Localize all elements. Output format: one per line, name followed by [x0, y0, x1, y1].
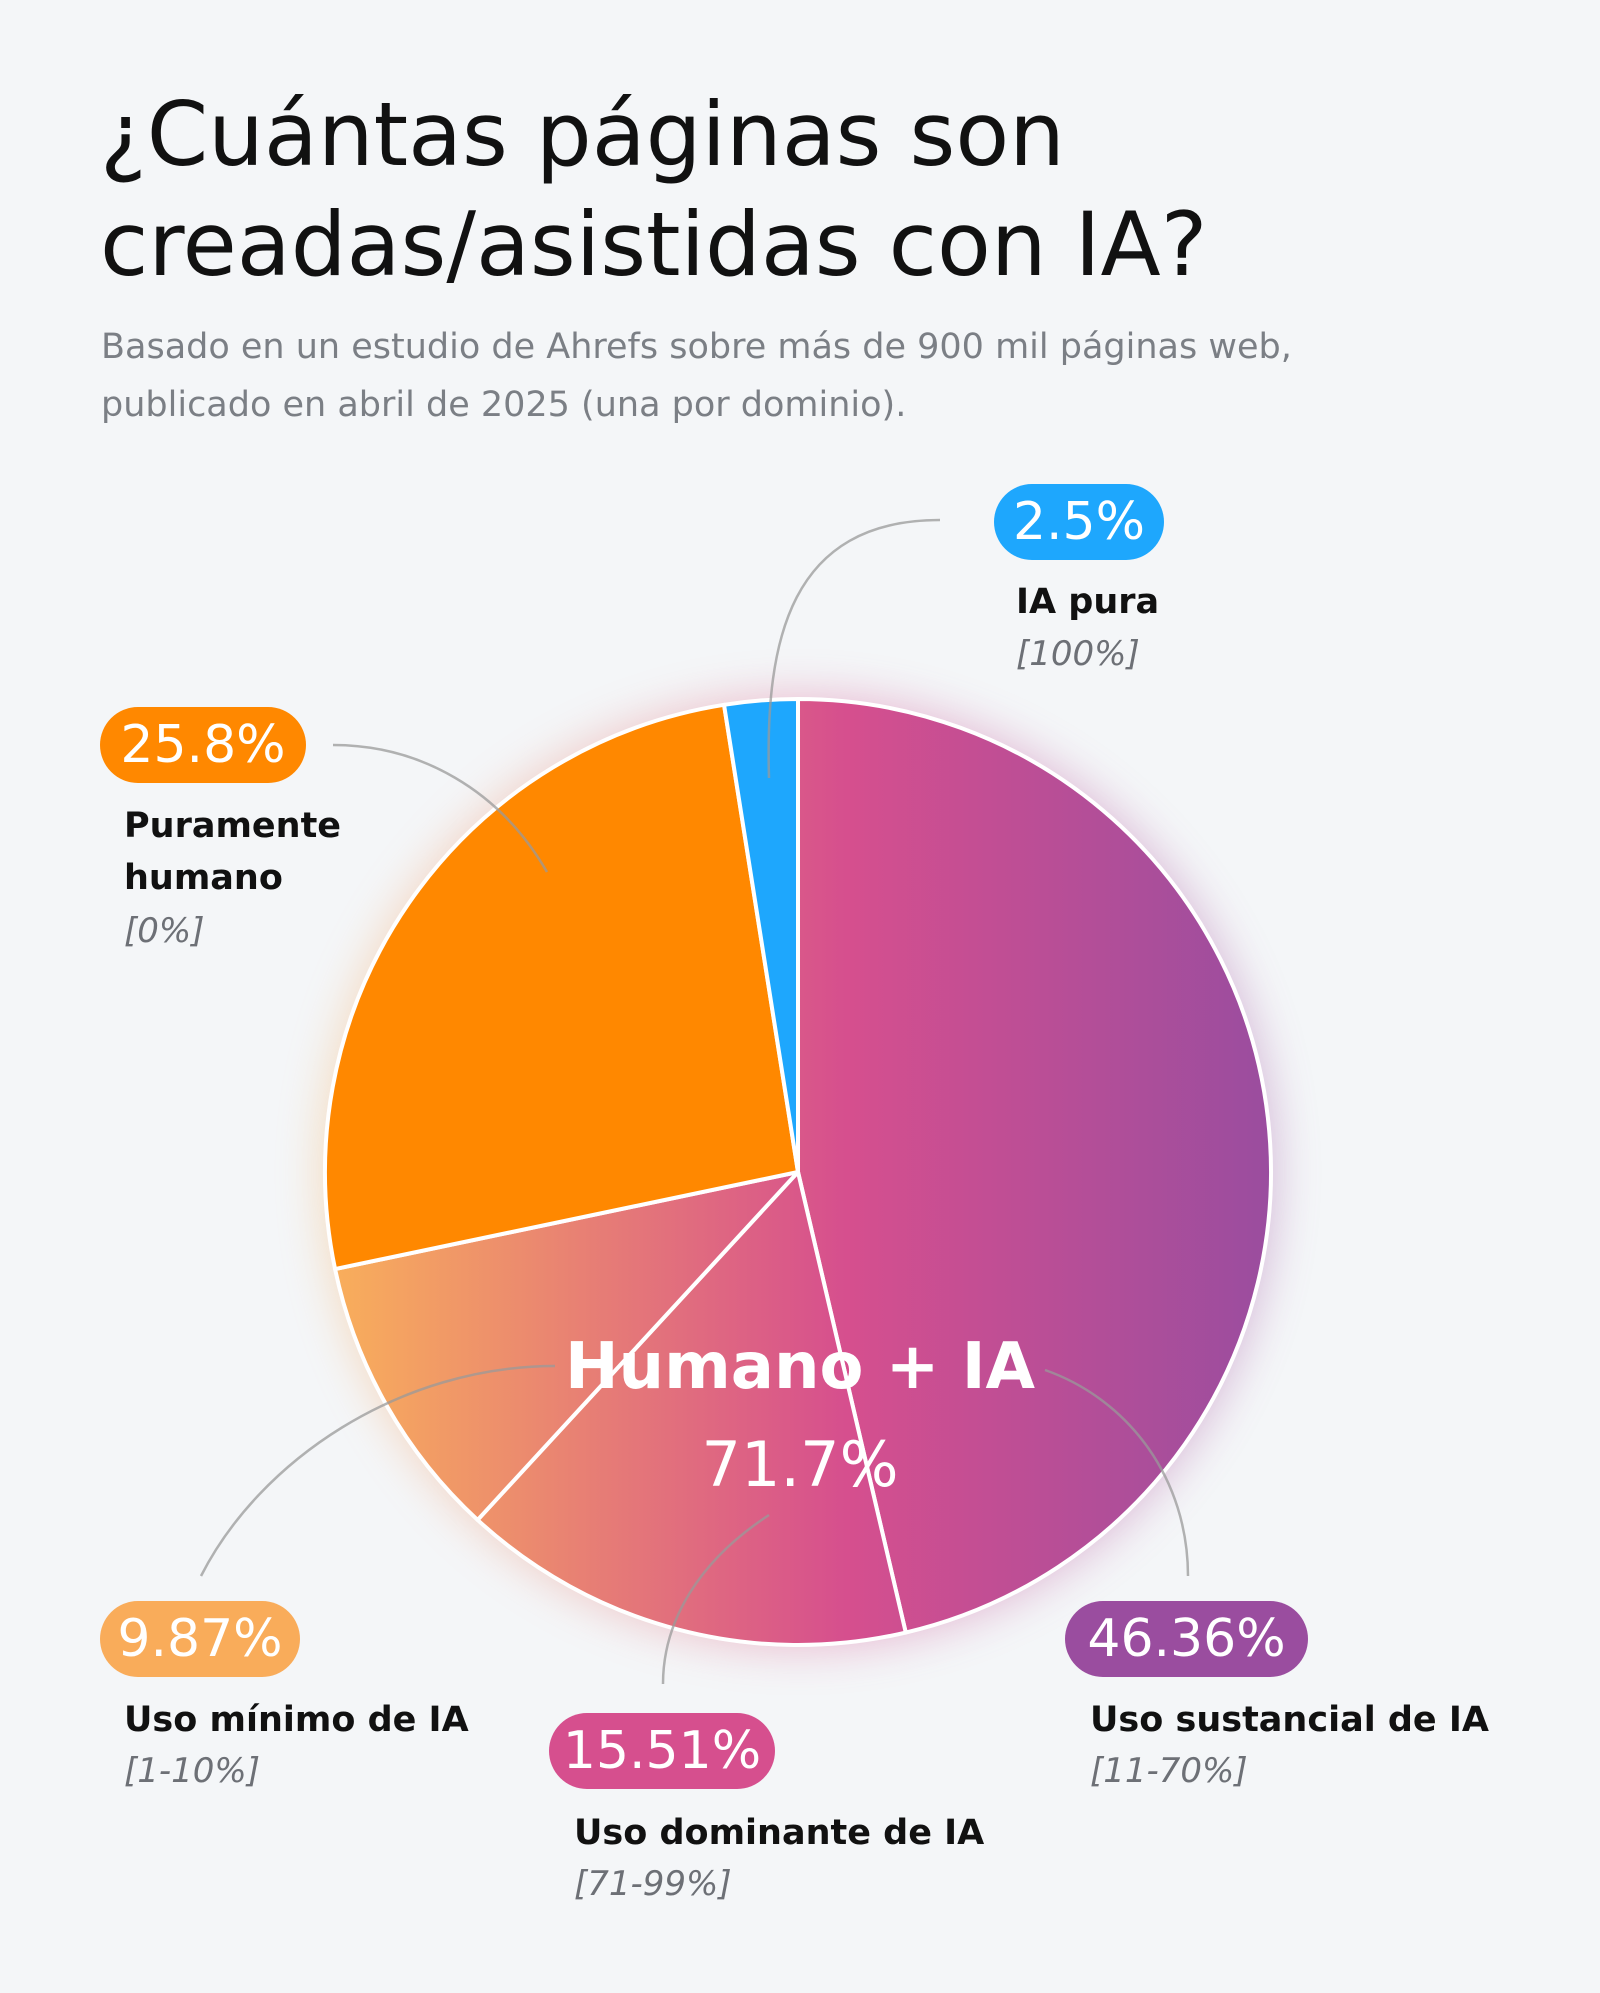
label-uso-sustancial: Uso sustancial de IA [1090, 1700, 1489, 1740]
range-uso-dominante: [71-99%] [574, 1864, 732, 1904]
pie-slice-puramente-humano [323, 702, 800, 1272]
pie-slice-uso-sustancial [796, 697, 1274, 1635]
range-uso-minimo: [1-10%] [124, 1751, 260, 1791]
leader-uso-dominante [661, 1513, 770, 1685]
badge-uso-dominante: 15.51% [549, 1713, 775, 1789]
badge-ia-pura: 2.5% [994, 484, 1164, 560]
chart-subtitle: Basado en un estudio de Ahrefs sobre más… [101, 318, 1551, 434]
range-puramente-humano: [0%] [124, 911, 205, 951]
leader-uso-sustancial [1044, 1368, 1190, 1577]
range-ia-pura: [100%] [1016, 634, 1140, 674]
label-ia-pura: IA pura [1016, 582, 1160, 622]
leader-puramente-humano [332, 743, 549, 873]
title-line-2: creadas/asistidas con IA? [100, 193, 1208, 296]
pie-slice-uso-minimo [333, 1170, 800, 1522]
pie-slice-ia-pura [722, 697, 800, 1174]
label-uso-minimo: Uso mínimo de IA [124, 1700, 469, 1740]
subtitle-line-1: Basado en un estudio de Ahrefs sobre más… [101, 327, 1292, 367]
label-line-1: Puramente [124, 806, 342, 846]
chart-title: ¿Cuántas páginas son creadas/asistidas c… [100, 80, 1207, 300]
leader-uso-minimo [199, 1364, 556, 1577]
label-line-2: humano [124, 858, 283, 898]
badge-uso-sustancial: 46.36% [1065, 1601, 1308, 1677]
label-uso-dominante: Uso dominante de IA [574, 1813, 985, 1853]
pie-slice-uso-dominante [475, 1170, 908, 1647]
title-line-1: ¿Cuántas páginas son [100, 83, 1065, 186]
leader-ia-pura [767, 518, 941, 779]
range-uso-sustancial: [11-70%] [1090, 1751, 1248, 1791]
subtitle-line-2: publicado en abril de 2025 (una por domi… [101, 385, 907, 425]
badge-uso-minimo: 9.87% [100, 1601, 300, 1677]
group-label: Humano + IA [564, 1330, 1036, 1404]
group-value: 71.7% [701, 1428, 899, 1501]
label-puramente-humano: Puramente humano [124, 800, 341, 904]
badge-puramente-humano: 25.8% [100, 707, 306, 783]
